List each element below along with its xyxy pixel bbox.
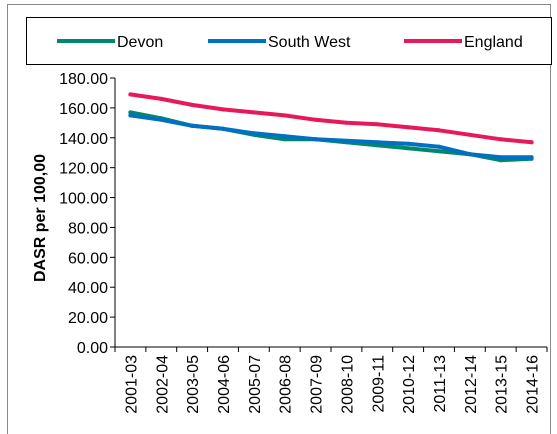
x-tick-label: 2010-12	[401, 355, 418, 414]
y-axis-title: DASR per 100,00	[32, 154, 49, 282]
data-point-england	[529, 140, 534, 145]
data-point-south-west	[190, 123, 195, 128]
data-point-south-west	[282, 134, 287, 139]
data-point-england	[375, 122, 380, 127]
y-tick-label: 180.00	[59, 71, 108, 88]
x-tick-label: 2003-05	[185, 355, 202, 414]
x-tick-label: 2002-04	[154, 355, 171, 414]
data-point-england	[467, 132, 472, 137]
data-point-south-west	[344, 138, 349, 143]
data-point-england	[128, 92, 133, 97]
series-lines	[128, 92, 534, 163]
data-point-england	[406, 125, 411, 130]
x-tick-label: 2004-06	[216, 355, 233, 414]
data-point-south-west	[221, 126, 225, 131]
data-point-south-west	[313, 137, 318, 142]
data-point-south-west	[375, 140, 380, 145]
legend-label-south-west: South West	[268, 34, 351, 51]
x-tick-label: 2001-03	[123, 355, 140, 414]
y-tick-label: 120.00	[59, 161, 108, 178]
legend-label-england: England	[464, 34, 523, 51]
data-point-england	[190, 102, 195, 107]
y-tick-label: 160.00	[59, 101, 108, 118]
legend: Devon South West England	[26, 17, 552, 65]
data-point-south-west	[251, 131, 256, 136]
data-point-england	[498, 137, 503, 142]
y-tick-label: 0.00	[77, 340, 108, 357]
chart-border	[7, 4, 551, 434]
data-point-south-west	[437, 144, 441, 149]
y-tick-label: 60.00	[68, 250, 108, 267]
legend-label-devon: Devon	[117, 34, 163, 51]
data-point-south-west	[128, 113, 133, 118]
data-point-england	[251, 110, 256, 115]
data-point-england	[221, 107, 225, 112]
x-axis-ticks: 2001-03 2002-04 2003-05 2004-06 2005-07 2006-…	[114, 347, 548, 414]
data-point-england	[344, 120, 349, 125]
y-axis-ticks: 0.00 20.00 40.00 60.00 80.00 100.00 120.00 140.…	[59, 71, 115, 357]
x-tick-label: 2013-15	[494, 355, 511, 414]
data-point-england	[159, 96, 164, 101]
x-tick-label: 2008-10	[339, 355, 356, 414]
y-tick-label: 100.00	[59, 191, 108, 208]
x-tick-label: 2014-16	[525, 355, 542, 414]
series-line-south-west	[128, 113, 534, 160]
data-point-south-west	[406, 141, 411, 146]
data-point-south-west	[529, 155, 534, 160]
data-point-south-west	[159, 117, 164, 122]
x-tick-label: 2007-09	[309, 355, 326, 414]
y-tick-label: 80.00	[68, 220, 108, 237]
data-point-devon	[406, 146, 411, 151]
y-tick-label: 40.00	[68, 280, 108, 297]
data-point-england	[282, 113, 287, 118]
data-point-england	[437, 128, 441, 133]
data-point-devon	[128, 110, 133, 115]
data-point-england	[313, 117, 318, 122]
series-line-england	[128, 92, 534, 145]
x-tick-label: 2009-11	[370, 355, 387, 413]
y-tick-label: 20.00	[68, 310, 108, 327]
x-tick-label: 2006-08	[278, 355, 295, 414]
data-point-south-west	[498, 155, 503, 160]
x-tick-label: 2011-13	[432, 355, 449, 413]
x-tick-label: 2005-07	[247, 355, 264, 414]
data-point-south-west	[467, 152, 472, 157]
y-tick-label: 140.00	[59, 131, 108, 148]
data-point-devon	[437, 149, 441, 154]
x-tick-label: 2012-14	[463, 355, 480, 414]
